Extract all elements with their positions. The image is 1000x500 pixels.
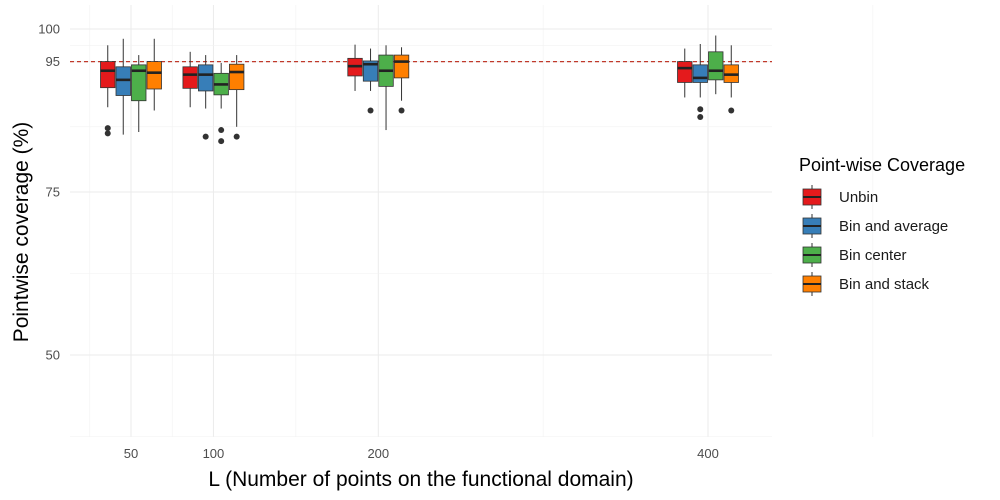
x-tick-label: 400 (697, 446, 719, 461)
box-body (692, 64, 708, 83)
box-bin-center-100 (213, 62, 229, 145)
outlier-point (697, 106, 704, 113)
legend: Point-wise Coverage Unbin Bin and average… (799, 155, 965, 296)
box-bin-and-stack-200 (393, 47, 410, 114)
box-bin-center-200 (378, 45, 394, 131)
legend-title: Point-wise Coverage (799, 155, 965, 175)
legend-label: Bin and average (839, 218, 948, 235)
box-body (131, 64, 147, 102)
box-body (115, 66, 131, 96)
outlier-point (367, 107, 374, 114)
legend-label: Unbin (839, 189, 878, 206)
outlier-point (233, 133, 240, 140)
x-tick-label: 50 (124, 446, 138, 461)
box-body (182, 66, 198, 89)
box-bin-and-average-400 (692, 43, 708, 121)
box-bin-and-average-50 (115, 38, 131, 135)
outlier-point (398, 107, 405, 114)
outlier-point (218, 127, 225, 134)
legend-item-bin-and-stack: Bin and stack (802, 272, 930, 296)
legend-item-bin-center: Bin center (802, 243, 907, 267)
x-axis-title: L (Number of points on the functional do… (208, 468, 633, 491)
box-body (146, 61, 162, 90)
outlier-point (104, 125, 111, 132)
legend-label: Bin center (839, 247, 907, 264)
legend-item-bin-and-average: Bin and average (802, 214, 948, 238)
box-bin-and-average-200 (362, 48, 379, 114)
box-bin-center-50 (131, 55, 147, 133)
y-tick-label: 95 (46, 54, 60, 69)
x-axis-ticks: 50 100 200 400 (124, 446, 719, 461)
box-body (100, 61, 116, 89)
y-tick-label: 100 (38, 22, 60, 37)
boxes (100, 35, 739, 145)
box-unbin-200 (347, 44, 363, 91)
box-body (198, 64, 214, 92)
box-body (229, 63, 245, 91)
box-body (393, 54, 410, 79)
y-axis-ticks: 50 75 95 100 (38, 22, 60, 363)
box-unbin-400 (677, 48, 693, 98)
box-bin-center-400 (708, 35, 724, 95)
box-unbin-100 (182, 51, 198, 108)
box-body (362, 60, 379, 82)
y-tick-label: 75 (46, 185, 60, 200)
y-axis-title: Pointwise coverage (%) (10, 122, 33, 343)
outlier-point (728, 107, 735, 114)
box-bin-and-stack-50 (146, 38, 162, 111)
legend-item-unbin: Unbin (802, 185, 878, 209)
box-bin-and-average-100 (198, 55, 214, 140)
grid (70, 5, 874, 437)
x-tick-label: 200 (367, 446, 389, 461)
outlier-point (202, 133, 209, 140)
box-body (708, 51, 724, 81)
outlier-point (697, 114, 704, 121)
x-tick-label: 100 (203, 446, 225, 461)
y-tick-label: 50 (46, 348, 60, 363)
box-unbin-50 (100, 45, 116, 137)
legend-label: Bin and stack (839, 276, 930, 293)
box-bin-and-stack-400 (723, 45, 739, 114)
outlier-point (104, 130, 111, 137)
box-bin-and-stack-100 (229, 55, 245, 140)
box-body (677, 61, 693, 83)
outlier-point (218, 138, 225, 145)
